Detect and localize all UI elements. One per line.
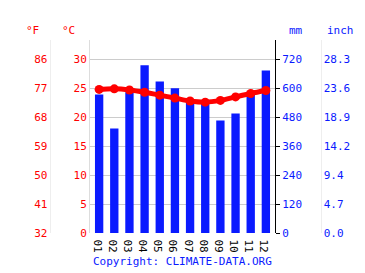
svg-text:02: 02 [106, 240, 119, 253]
svg-text:inch: inch [327, 24, 354, 37]
svg-text:03: 03 [121, 240, 134, 253]
svg-text:720: 720 [282, 53, 302, 66]
svg-text:4.7: 4.7 [324, 198, 344, 211]
svg-text:07: 07 [182, 240, 195, 253]
svg-text:30: 30 [74, 53, 87, 66]
svg-text:08: 08 [197, 240, 210, 253]
svg-text:600: 600 [282, 82, 302, 95]
svg-text:18.9: 18.9 [324, 111, 351, 124]
svg-text:05: 05 [151, 240, 164, 253]
svg-text:11: 11 [242, 240, 255, 253]
svg-text:86: 86 [34, 53, 47, 66]
svg-text:20: 20 [74, 111, 87, 124]
svg-text:480: 480 [282, 111, 302, 124]
svg-text:10: 10 [74, 169, 87, 182]
svg-text:°C: °C [62, 24, 75, 37]
svg-text:12: 12 [257, 240, 270, 253]
svg-text:5: 5 [80, 198, 87, 211]
svg-text:°F: °F [26, 24, 39, 37]
svg-text:28.3: 28.3 [324, 53, 351, 66]
svg-text:23.6: 23.6 [324, 82, 351, 95]
svg-text:59: 59 [34, 140, 47, 153]
svg-text:50: 50 [34, 169, 47, 182]
svg-text:25: 25 [74, 82, 87, 95]
svg-text:14.2: 14.2 [324, 140, 351, 153]
svg-text:04: 04 [136, 240, 149, 254]
svg-text:120: 120 [282, 198, 302, 211]
svg-text:41: 41 [34, 198, 47, 211]
svg-text:mm: mm [289, 24, 303, 37]
svg-text:32: 32 [34, 227, 47, 240]
svg-text:360: 360 [282, 140, 302, 153]
svg-text:01: 01 [91, 240, 104, 253]
svg-text:06: 06 [166, 240, 179, 253]
svg-text:10: 10 [227, 240, 240, 253]
svg-text:0.0: 0.0 [324, 227, 344, 240]
svg-text:68: 68 [34, 111, 47, 124]
svg-text:77: 77 [34, 82, 47, 95]
svg-text:0: 0 [282, 227, 289, 240]
svg-text:15: 15 [74, 140, 87, 153]
svg-text:240: 240 [282, 169, 302, 182]
svg-text:Copyright: CLIMATE-DATA.ORG: Copyright: CLIMATE-DATA.ORG [93, 255, 272, 268]
svg-text:9.4: 9.4 [324, 169, 344, 182]
svg-text:09: 09 [212, 240, 225, 253]
svg-text:0: 0 [80, 227, 87, 240]
